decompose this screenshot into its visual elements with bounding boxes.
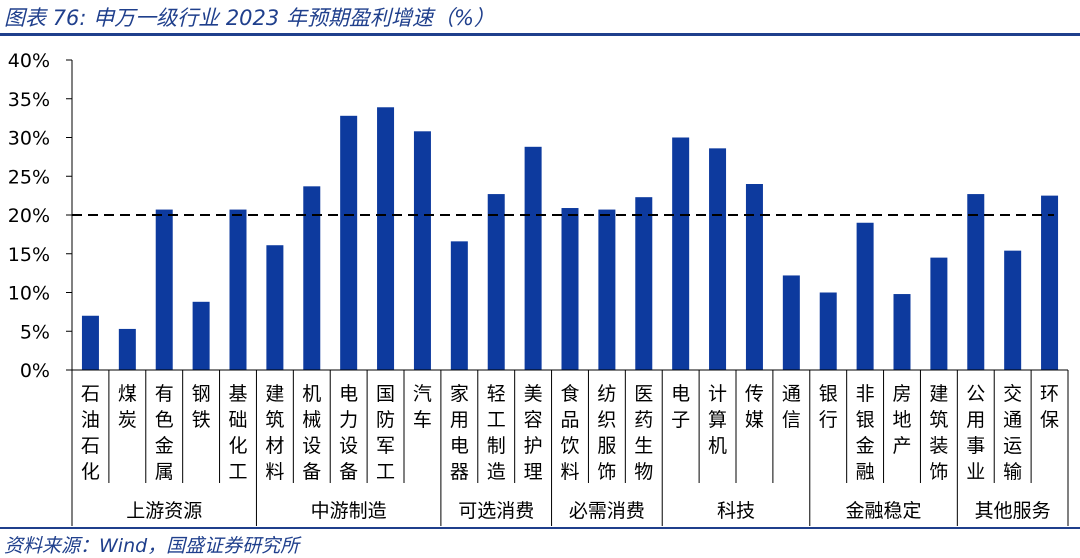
category-label: 环保 [1040, 383, 1059, 431]
group-label: 金融稳定 [846, 500, 922, 522]
y-tick-label: 40% [8, 50, 50, 72]
bar [192, 301, 210, 370]
bar [81, 315, 99, 370]
category-label: 纺织服饰 [597, 383, 616, 483]
bar [745, 184, 763, 370]
category-label: 交通运输 [1003, 383, 1022, 483]
category-label: 家用电器 [450, 383, 469, 483]
bar [118, 328, 136, 370]
bar [930, 257, 948, 370]
y-tick-label: 10% [8, 283, 50, 305]
bar [856, 222, 874, 370]
bar [1004, 250, 1022, 370]
category-label: 电力设备 [339, 383, 358, 483]
category-label: 计算机 [708, 383, 727, 457]
y-tick-label: 30% [8, 128, 50, 150]
bar [377, 107, 395, 371]
category-label: 传媒 [745, 383, 764, 431]
y-tick-label: 35% [8, 89, 50, 111]
bar [635, 197, 653, 370]
top-rule [0, 33, 1080, 36]
bar [893, 294, 911, 370]
category-label: 建筑材料 [265, 383, 284, 483]
group-label: 科技 [717, 500, 755, 522]
category-label: 美容护理 [524, 383, 543, 483]
bar [303, 186, 321, 370]
category-label: 非银金融 [856, 383, 875, 483]
bar [155, 209, 173, 370]
bar [819, 292, 837, 370]
bar [672, 137, 690, 370]
bar [266, 245, 284, 370]
category-label: 电子 [671, 383, 690, 431]
figure-title: 图表 76: 申万一级行业 2023 年预期盈利增速（%） [4, 6, 495, 30]
category-label: 轻工制造 [487, 383, 506, 483]
category-label: 通信 [782, 383, 801, 431]
y-tick-label: 5% [20, 321, 50, 343]
category-label: 有色金属 [155, 383, 174, 483]
group-label: 上游资源 [126, 500, 202, 522]
bar [450, 241, 468, 370]
source-note: 资料来源：Wind，国盛证券研究所 [4, 535, 300, 557]
bar [487, 194, 505, 370]
category-label: 汽车 [413, 383, 432, 431]
group-label: 中游制造 [311, 500, 387, 522]
category-label: 房地产 [892, 383, 911, 457]
category-label: 钢铁 [192, 383, 211, 431]
bar [413, 131, 431, 370]
bar [561, 208, 579, 370]
group-label: 必需消费 [569, 500, 645, 522]
category-label: 国防军工 [376, 383, 395, 483]
bar [1041, 195, 1059, 370]
bottom-rule [0, 527, 1080, 529]
bar [524, 146, 542, 370]
bar [229, 209, 247, 370]
category-label: 煤炭 [118, 383, 137, 431]
category-label: 石油石化 [81, 383, 100, 483]
category-label: 食品饮料 [560, 383, 579, 483]
category-label: 银行 [819, 383, 838, 431]
bar-chart: 0% 5% 10% 15% 20% 25% 30% 35% 40% 石油石化煤炭有色金属钢铁基础化… [8, 50, 1069, 526]
category-label: 机械设备 [302, 383, 321, 483]
group-label: 可选消费 [458, 500, 534, 522]
y-tick-label: 15% [8, 244, 50, 266]
y-tick-label: 25% [8, 166, 50, 188]
bar [782, 275, 800, 370]
category-label: 基础化工 [228, 383, 247, 483]
category-label: 建筑装饰 [929, 383, 948, 483]
bar [709, 148, 727, 370]
y-tick-label: 0% [20, 360, 50, 382]
category-label: 医药生物 [634, 383, 653, 483]
bar [598, 209, 616, 370]
bar [340, 115, 358, 370]
bar [967, 194, 985, 370]
group-label: 其他服务 [975, 500, 1051, 522]
category-label: 公用事业 [966, 383, 985, 483]
y-tick-label: 20% [8, 205, 50, 227]
